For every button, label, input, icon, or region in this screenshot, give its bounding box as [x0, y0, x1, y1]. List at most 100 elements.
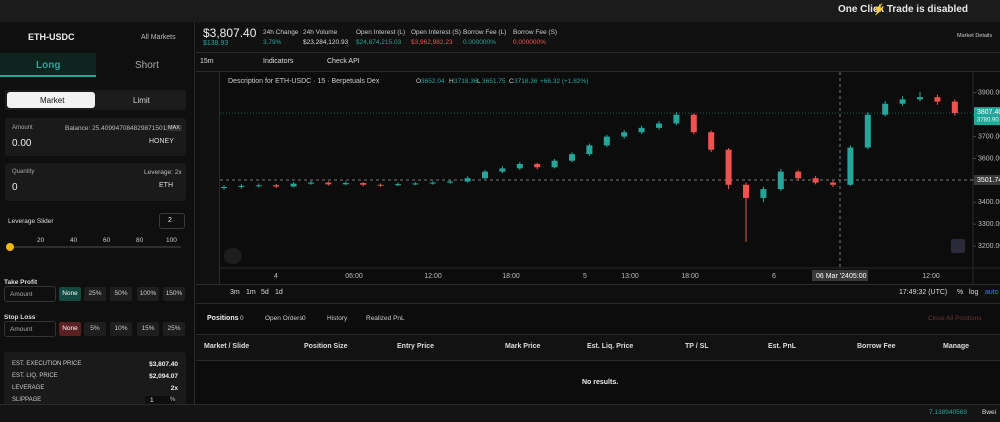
check-api[interactable]: Check API	[327, 58, 360, 65]
leverage-slider-label: Leverage Slider	[8, 218, 54, 225]
candle-body	[638, 127, 645, 133]
market-type[interactable]: Market	[40, 96, 65, 105]
indicators[interactable]: Indicators	[263, 58, 294, 65]
summary-value: 2x	[170, 385, 178, 392]
candle-body	[221, 186, 227, 189]
take_profit-placeholder[interactable]: Amount	[10, 291, 33, 298]
candle-body	[464, 178, 471, 182]
candle-body	[360, 183, 367, 185]
take_profit-option[interactable]: None	[59, 287, 81, 301]
candle-body	[516, 163, 523, 169]
candle-body	[830, 182, 836, 185]
stop_loss-label: Stop Loss	[4, 314, 36, 321]
range-btn[interactable]: 1m	[246, 289, 256, 296]
stop_loss-option[interactable]: 5%	[84, 322, 106, 336]
candle-body	[395, 184, 401, 186]
stop_loss-option[interactable]: 25%	[163, 322, 185, 336]
auto-btn[interactable]: auto	[985, 289, 999, 296]
summary-value: 1	[150, 397, 154, 404]
tab-count: 0	[302, 315, 306, 322]
x-tick-label: 4	[274, 273, 278, 280]
slider-tick: 100	[166, 237, 177, 244]
column-header: Est. PnL	[768, 343, 797, 350]
last-price-sub: 3780.90	[977, 118, 999, 124]
short-tab[interactable]: Short	[135, 60, 159, 71]
take_profit-option[interactable]: 150%	[163, 287, 185, 301]
all-markets[interactable]: All Markets	[141, 34, 176, 41]
crosshair-time-box	[812, 270, 868, 281]
stop_loss-option[interactable]: 10%	[110, 322, 132, 336]
take_profit-option[interactable]: 100%	[137, 287, 159, 301]
range-btn[interactable]: 5d	[261, 289, 269, 296]
stop_loss-option[interactable]: 15%	[137, 322, 159, 336]
column-header: Borrow Fee	[857, 343, 896, 350]
quantity-label: Quantity	[12, 169, 35, 175]
close-all[interactable]: Close All Positions	[928, 315, 982, 322]
stat-value: 3.79%	[263, 39, 282, 46]
legend-change: +66.32 (+1.82%)	[540, 78, 589, 85]
stat-label: 24h Volume	[303, 29, 338, 36]
legend-value: 3652.04	[421, 78, 445, 85]
slider-tick: 80	[136, 237, 144, 244]
positions-tab[interactable]: Realized PnL	[366, 315, 405, 322]
percent-btn[interactable]: %	[957, 289, 964, 296]
amount-token: HONEY	[149, 138, 174, 145]
take_profit-option[interactable]: 50%	[110, 287, 132, 301]
quantity-box[interactable]	[5, 163, 186, 201]
stat-label: Open Interest (S)	[411, 29, 461, 36]
interval[interactable]: 15m	[200, 58, 214, 65]
summary-label: EST. EXECUTION PRICE	[12, 361, 82, 367]
candle-body	[795, 171, 802, 179]
column-header: Manage	[943, 343, 970, 350]
amount-box[interactable]	[5, 118, 186, 156]
max-btn[interactable]: MAX	[166, 125, 182, 131]
candle-body	[847, 147, 854, 185]
banner-text: One Click Trade is disabled	[837, 4, 968, 15]
positions-tab[interactable]: History	[327, 315, 348, 322]
tab-count: 0	[240, 315, 244, 322]
empty-state: No results.	[582, 379, 619, 386]
candle-body	[569, 154, 575, 161]
market-btn[interactable]	[7, 92, 95, 108]
long-tab[interactable]: Long	[36, 60, 61, 71]
range-btn[interactable]: 3m	[230, 289, 240, 296]
candle-body	[429, 182, 436, 184]
candle-body	[864, 114, 871, 148]
positions-tab[interactable]: Positions	[207, 315, 239, 322]
leverage-input[interactable]	[159, 213, 185, 229]
stat-label: Open Interest (L)	[356, 29, 406, 36]
limit-type[interactable]: Limit	[133, 96, 150, 105]
y-tick-label: 3900.00	[978, 90, 1000, 97]
slippage-input[interactable]	[145, 396, 175, 406]
slider-thumb[interactable]	[6, 243, 14, 251]
slider-track[interactable]	[9, 246, 181, 248]
candle-body	[308, 182, 314, 184]
stop_loss-option[interactable]: None	[59, 322, 81, 336]
range-btn[interactable]: 1d	[275, 289, 283, 296]
candle-body	[917, 97, 923, 100]
candle-body	[725, 149, 732, 185]
long-tab-bg[interactable]	[0, 53, 96, 77]
take_profit-option[interactable]: 25%	[84, 287, 106, 301]
summary-unit: %	[170, 397, 176, 403]
y-tick-label: 3600.00	[978, 155, 1000, 162]
positions-tab[interactable]: Open Orders	[265, 315, 303, 322]
leverage-value[interactable]: 2	[168, 217, 172, 224]
chart-footer	[196, 284, 1000, 304]
scroll-btn[interactable]	[951, 239, 965, 253]
quantity-value: 0	[12, 182, 18, 193]
x-tick-label: 12:00	[922, 273, 940, 280]
candle-body	[743, 184, 749, 198]
candle-body	[812, 178, 819, 183]
stop_loss-placeholder[interactable]: Amount	[10, 326, 33, 333]
sl-input[interactable]	[4, 321, 56, 337]
log-btn[interactable]: log	[969, 289, 979, 296]
x-tick-label: 6	[772, 273, 776, 280]
price: $3,807.40	[203, 26, 257, 40]
last-price-box	[974, 107, 1000, 126]
legend-key: H	[449, 78, 454, 85]
column-header: Market / Slide	[204, 343, 250, 350]
chart-description: Description for ETH-USDC · 15 · Berpetua…	[228, 78, 380, 85]
market-details[interactable]: Market Details	[957, 33, 993, 39]
tp-input[interactable]	[4, 286, 56, 302]
